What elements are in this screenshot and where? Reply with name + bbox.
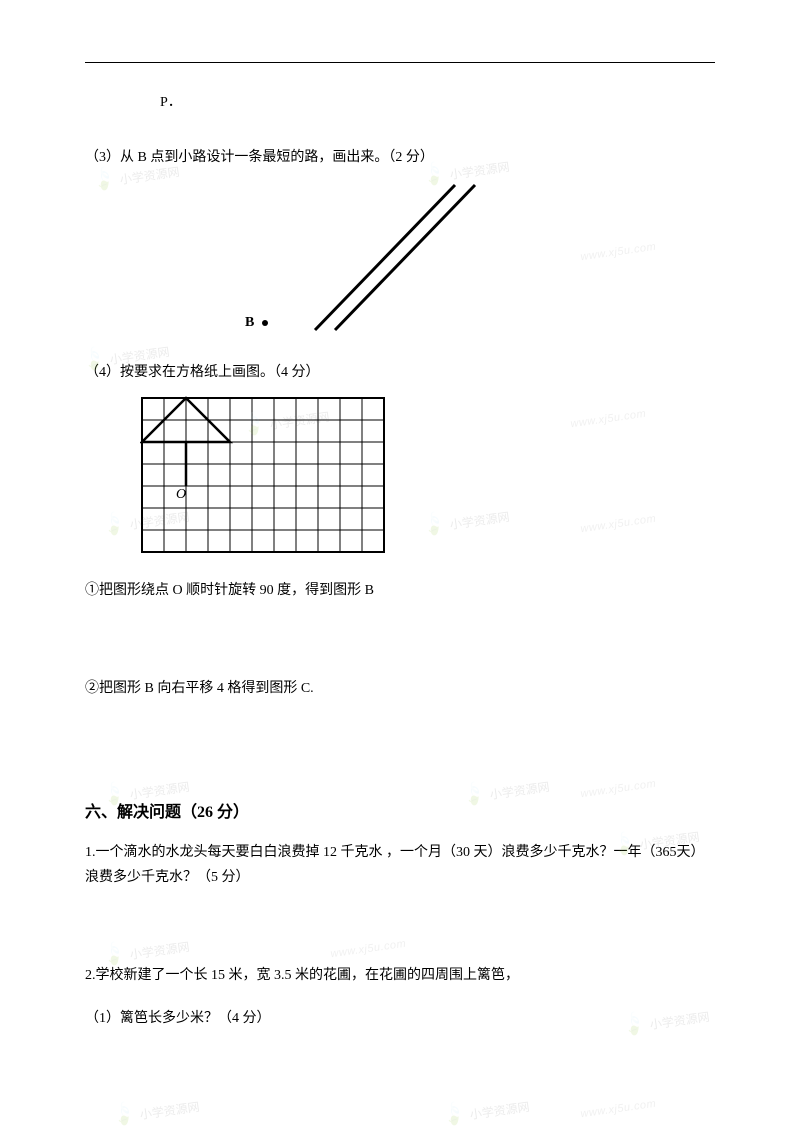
point-b-text: B [245,315,254,330]
watermark: 🍃小学资源网 [438,1084,532,1136]
svg-text:O: O [176,487,186,502]
road-lines-svg [85,180,505,340]
road-line-2 [335,185,475,330]
page-content: P． （3）从 B 点到小路设计一条最短的路，画出来。（2 分） B （4）按要… [85,60,715,1032]
grid-figure: O [140,396,715,563]
road-line-1 [315,185,455,330]
watermark: www.xj5u.com [579,1090,658,1126]
question-4-text: （4）按要求在方格纸上画图。（4 分） [85,360,715,385]
section-6-title: 六、解决问题（26 分） [85,799,715,828]
question-4-sub1: ①把图形绕点 O 顺时针旋转 90 度，得到图形 B [85,578,715,603]
section-6-q1: 1.一个滴水的水龙头每天要白白浪费掉 12 千克水 ，一个月（30 天）浪费多少… [85,840,715,890]
question-3-text: （3）从 B 点到小路设计一条最短的路，画出来。（2 分） [85,145,715,170]
point-b-dot [262,320,268,326]
point-b-label: B [245,310,268,335]
section-6-q2-sub1: （1）篱笆长多少米？（4 分） [85,1006,715,1031]
grid-svg: O [140,396,386,554]
watermark: 🍃小学资源网 [108,1084,202,1136]
point-p-label: P． [160,90,715,115]
question-4-sub2: ②把图形 B 向右平移 4 格得到图形 C. [85,676,715,701]
road-diagram: B [85,180,715,350]
section-6-q2: 2.学校新建了一个长 15 米，宽 3.5 米的花圃，在花圃的四周围上篱笆， [85,963,715,988]
